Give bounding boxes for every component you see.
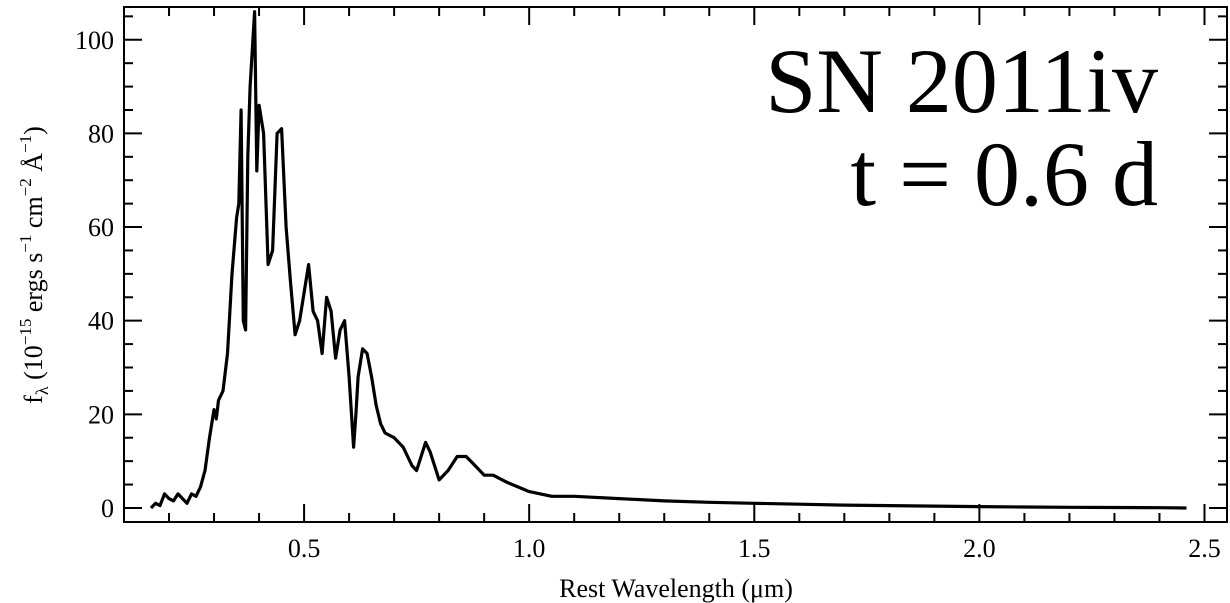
x-tick-label: 1.5 <box>738 534 771 563</box>
y-tick-label: 0 <box>101 494 114 523</box>
y-tick-label: 40 <box>88 307 114 336</box>
y-tick-label: 100 <box>75 26 114 55</box>
spectrum-line <box>149 10 1187 510</box>
y-axis-title-units-1: (10 <box>19 345 48 386</box>
plot-frame <box>123 6 1228 523</box>
x-axis-title: Rest Wavelength (μm) <box>559 574 793 603</box>
y-axis-title-base: f <box>19 395 48 404</box>
y-axis-title-units-5: ) <box>19 126 48 135</box>
y-axis-title-sub: λ <box>32 386 52 395</box>
tick-labels: 0.5 1.0 1.5 2.0 2.5 0 20 40 60 80 100 <box>75 26 1221 563</box>
annotation-epoch: t = 0.6 d <box>851 123 1158 225</box>
x-tick-label: 2.5 <box>1188 534 1221 563</box>
y-axis-title-exp-4: −1 <box>16 135 35 153</box>
y-tick-label: 20 <box>88 400 114 429</box>
x-tick-label: 1.0 <box>513 534 546 563</box>
x-tick-label: 2.0 <box>963 534 996 563</box>
y-axis-title-units-3: cm <box>19 196 48 234</box>
x-tick-label: 0.5 <box>288 534 321 563</box>
y-axis-title-units-2: ergs s <box>19 253 48 319</box>
y-tick-label: 60 <box>88 213 114 242</box>
y-axis-title: fλ (10−15 ergs s−1 cm−2 Å−1) <box>16 126 52 404</box>
y-axis-title-exp-1: −15 <box>16 319 35 346</box>
y-axis-title-exp-3: −2 <box>16 178 35 196</box>
annotation-supernova-name: SN 2011iv <box>765 30 1158 132</box>
y-axis-title-exp-2: −1 <box>16 235 35 253</box>
y-tick-label: 80 <box>88 119 114 148</box>
axis-ticks <box>124 7 1227 522</box>
y-axis-title-units-4: Å <box>19 153 48 179</box>
